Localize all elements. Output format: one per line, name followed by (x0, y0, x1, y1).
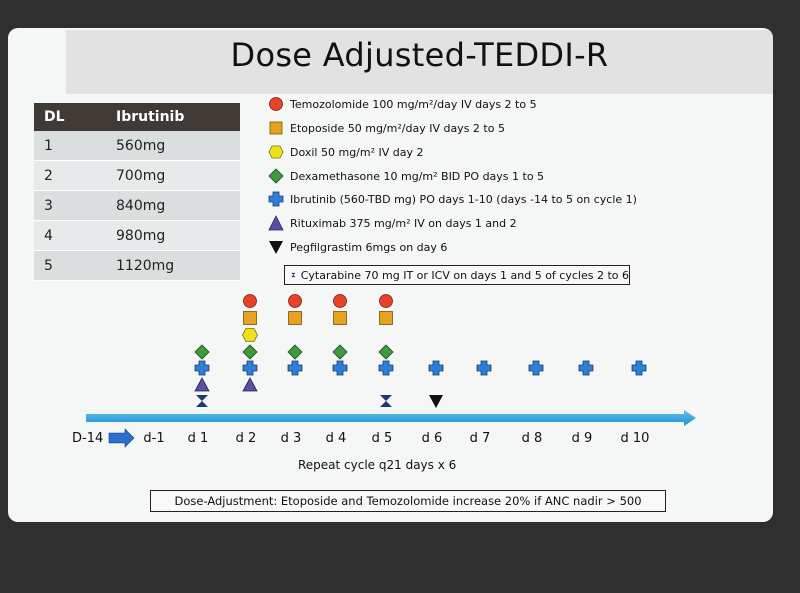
cytarabine-text: Cytarabine 70 mg IT or ICV on days 1 and… (300, 268, 629, 282)
rituximab-dose-marker (242, 377, 258, 392)
legend-text: Ibrutinib (560-TBD mg) PO days 1-10 (day… (290, 192, 637, 206)
treatment-timeline: D-14 d-1 d 1 d 2 d 3 d 4 d 5 d 6 d 7 d 8 d 9 d 10 (72, 294, 696, 448)
header-ibrutinib: Ibrutinib (106, 103, 240, 131)
table-cell: 980mg (106, 220, 240, 251)
table-row: 1 560mg (34, 131, 240, 161)
temozolomide-dose-marker (379, 294, 393, 308)
cytarabine-dose-marker (380, 395, 392, 407)
dose-level-table: DL Ibrutinib 1 560mg 2 700mg 3 840mg 4 9… (34, 103, 240, 281)
start-arrow-icon (108, 428, 135, 448)
ibrutinib-dose-marker (578, 360, 594, 376)
green-diamond-icon (268, 168, 284, 184)
repeat-cycle-note: Repeat cycle q21 days x 6 (298, 458, 457, 472)
black-triangle-down-icon (269, 241, 283, 254)
legend-text: Dexamethasone 10 mg/m² BID PO days 1 to … (290, 169, 545, 183)
etoposide-dose-marker (288, 311, 302, 325)
table-cell: 1 (34, 131, 106, 161)
etoposide-dose-marker (379, 311, 393, 325)
ibrutinib-dose-marker (631, 360, 647, 376)
day-label: d 8 (522, 431, 543, 446)
orange-square-icon (269, 121, 283, 135)
table-cell: 2 (34, 160, 106, 191)
ibrutinib-dose-marker (428, 360, 444, 376)
day-label: d 3 (281, 431, 302, 446)
yellow-hexagon-icon (268, 145, 284, 159)
dexamethasone-dose-marker (332, 344, 348, 360)
day-label: d 6 (422, 431, 443, 446)
blue-cross-icon (268, 191, 284, 207)
day-label: d 10 (621, 431, 650, 446)
dose-adjustment-note: Dose-Adjustment: Etoposide and Temozolom… (150, 490, 666, 512)
day-label: d 7 (470, 431, 491, 446)
slide: Dose Adjusted-TEDDI-R DL Ibrutinib 1 560… (8, 28, 773, 522)
temozolomide-dose-marker (243, 294, 257, 308)
ibrutinib-dose-marker (476, 360, 492, 376)
legend-text: Etoposide 50 mg/m²/day IV days 2 to 5 (290, 121, 505, 135)
temozolomide-dose-marker (333, 294, 347, 308)
table-cell: 1120mg (106, 250, 240, 281)
day-label: d 9 (572, 431, 593, 446)
slide-title: Dose Adjusted-TEDDI-R (230, 36, 609, 74)
legend-text: Rituximab 375 mg/m² IV on days 1 and 2 (290, 216, 517, 230)
rituximab-dose-marker (194, 377, 210, 392)
day-label: d-1 (143, 431, 164, 446)
table-row: 2 700mg (34, 160, 240, 191)
ibrutinib-dose-marker (528, 360, 544, 376)
ibrutinib-dose-marker (332, 360, 348, 376)
table-cell: 4 (34, 220, 106, 251)
table-row: 3 840mg (34, 190, 240, 221)
day-labels: d-1 d 1 d 2 d 3 d 4 d 5 d 6 d 7 d 8 d 9 d 10 (143, 431, 649, 446)
ibrutinib-dose-marker (194, 360, 210, 376)
day-label: d 4 (326, 431, 347, 446)
header-dl: DL (34, 103, 106, 131)
legend-text: Temozolomide 100 mg/m²/day IV days 2 to … (290, 97, 537, 111)
dexamethasone-dose-marker (242, 344, 258, 360)
purple-triangle-up-icon (268, 215, 284, 231)
pegfilgrastim-dose-marker (429, 395, 443, 408)
hourglass-icon (291, 272, 296, 278)
legend-text: Doxil 50 mg/m² IV day 2 (290, 145, 424, 159)
cytarabine-note: Cytarabine 70 mg IT or ICV on days 1 and… (284, 265, 630, 285)
legend-ibrutinib: Ibrutinib (560-TBD mg) PO days 1-10 (day… (268, 189, 637, 209)
ibrutinib-dose-marker (378, 360, 394, 376)
legend-dexamethasone: Dexamethasone 10 mg/m² BID PO days 1 to … (268, 166, 544, 186)
dose-markers (194, 294, 647, 408)
ibrutinib-dose-marker (242, 360, 258, 376)
etoposide-dose-marker (333, 311, 347, 325)
table-row: 4 980mg (34, 220, 240, 251)
legend-temozolomide: Temozolomide 100 mg/m²/day IV days 2 to … (268, 94, 537, 114)
table-cell: 560mg (106, 131, 240, 161)
legend-pegfilgrastim: Pegfilgrastim 6mgs on day 6 (268, 237, 447, 257)
etoposide-dose-marker (243, 311, 257, 325)
day-label: d 2 (236, 431, 257, 446)
table-header-row: DL Ibrutinib (34, 103, 240, 131)
table-cell: 840mg (106, 190, 240, 221)
legend-etoposide: Etoposide 50 mg/m²/day IV days 2 to 5 (268, 118, 505, 138)
dexamethasone-dose-marker (287, 344, 303, 360)
day-label-start: D-14 (72, 431, 103, 446)
ibrutinib-dose-marker (287, 360, 303, 376)
title-bar: Dose Adjusted-TEDDI-R (66, 30, 773, 94)
doxil-dose-marker (242, 328, 258, 342)
day-label: d 5 (372, 431, 393, 446)
table-cell: 3 (34, 190, 106, 221)
day-label: d 1 (188, 431, 209, 446)
timeline-arrow (86, 410, 696, 426)
dexamethasone-dose-marker (378, 344, 394, 360)
legend-text: Pegfilgrastim 6mgs on day 6 (290, 240, 448, 254)
temozolomide-dose-marker (288, 294, 302, 308)
dexamethasone-dose-marker (194, 344, 210, 360)
legend-rituximab: Rituximab 375 mg/m² IV on days 1 and 2 (268, 213, 517, 233)
red-circle-icon (269, 97, 283, 111)
table-cell: 5 (34, 250, 106, 281)
table-row: 5 1120mg (34, 250, 240, 281)
cytarabine-dose-marker (196, 395, 208, 407)
legend-doxil: Doxil 50 mg/m² IV day 2 (268, 142, 424, 162)
table-cell: 700mg (106, 160, 240, 191)
